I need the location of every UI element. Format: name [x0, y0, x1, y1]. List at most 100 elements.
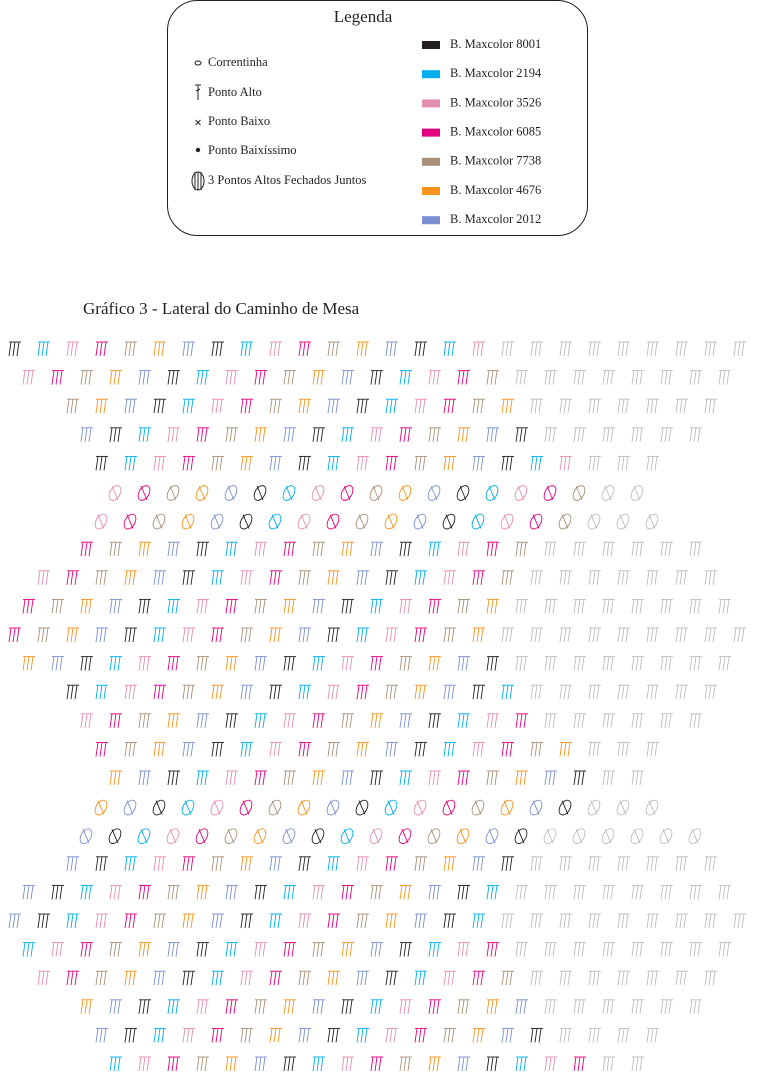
- post: [505, 971, 509, 986]
- post: [407, 770, 411, 786]
- cluster: [369, 485, 383, 501]
- post: [457, 942, 461, 957]
- post: [99, 856, 103, 871]
- cluster-post: [604, 485, 612, 501]
- stitch-cluster: [733, 913, 746, 929]
- post: [693, 713, 697, 728]
- stitch-cluster: [588, 913, 601, 929]
- post: [689, 713, 693, 728]
- post: [153, 399, 157, 414]
- post: [457, 427, 461, 442]
- post: [233, 656, 237, 671]
- post: [273, 570, 277, 585]
- stitch-cluster: [37, 913, 50, 929]
- stitch-label: Ponto Alto: [208, 85, 262, 99]
- post: [211, 856, 215, 871]
- post: [254, 999, 258, 1014]
- post: [422, 742, 426, 757]
- post: [621, 341, 625, 357]
- post: [138, 942, 142, 957]
- stitch-cluster: [370, 598, 383, 614]
- stitch-cluster: [631, 541, 644, 557]
- post: [196, 885, 200, 900]
- post: [544, 542, 548, 557]
- stitch-cluster: [486, 656, 499, 671]
- post: [277, 1028, 281, 1043]
- post: [592, 742, 596, 757]
- dc-symbol: [195, 84, 201, 100]
- stitch-cluster: [414, 970, 427, 986]
- post: [356, 685, 360, 700]
- post: [486, 770, 490, 786]
- stitch-cluster: [601, 828, 615, 845]
- stitch-cluster: [530, 1027, 543, 1043]
- post: [219, 627, 223, 643]
- stitch-cluster: [95, 398, 108, 414]
- post: [679, 570, 683, 585]
- stitch-cluster: [240, 684, 253, 700]
- stitch-cluster: [109, 598, 122, 614]
- post: [548, 599, 552, 614]
- post: [356, 1028, 360, 1043]
- stitch-cluster: [8, 341, 21, 357]
- post: [117, 885, 121, 900]
- stitch-cluster: [269, 1027, 282, 1043]
- post: [142, 885, 146, 900]
- stitch-cluster: [515, 370, 528, 385]
- post: [606, 542, 610, 557]
- cluster-post: [590, 800, 598, 815]
- stitch-cluster: [95, 741, 108, 757]
- cluster-post: [474, 800, 482, 815]
- post: [465, 656, 469, 671]
- post: [683, 341, 687, 357]
- stitch-cluster: [66, 970, 79, 986]
- cluster-post: [517, 485, 525, 501]
- post: [428, 770, 432, 786]
- post: [422, 570, 426, 585]
- post: [501, 856, 505, 871]
- post: [544, 427, 548, 442]
- post: [161, 971, 165, 986]
- stitch-cluster: [138, 370, 151, 385]
- post: [370, 370, 374, 385]
- color-swatch: [422, 70, 440, 79]
- post: [472, 399, 476, 414]
- post: [480, 685, 484, 700]
- stitch-cluster: [733, 627, 746, 643]
- post: [132, 570, 136, 585]
- post: [349, 656, 353, 671]
- post: [726, 656, 730, 671]
- post: [708, 627, 712, 643]
- post: [190, 399, 194, 414]
- post: [175, 885, 179, 900]
- stitch-cluster: [631, 598, 644, 614]
- post: [258, 1056, 262, 1072]
- post: [650, 627, 654, 643]
- post: [646, 856, 650, 871]
- post: [175, 427, 179, 442]
- post: [225, 427, 229, 442]
- post: [581, 999, 585, 1014]
- cluster-post: [140, 485, 148, 501]
- cluster: [195, 828, 209, 845]
- post: [233, 542, 237, 557]
- post: [509, 971, 513, 986]
- post: [530, 856, 534, 871]
- post: [320, 999, 324, 1014]
- post: [494, 599, 498, 614]
- post: [30, 885, 34, 900]
- post: [349, 599, 353, 614]
- post: [258, 770, 262, 786]
- post: [84, 942, 88, 957]
- stitch-cluster: [80, 370, 93, 385]
- stitch-cluster: [124, 1027, 137, 1043]
- stitch-cluster: [399, 770, 412, 786]
- post: [476, 341, 480, 357]
- post: [219, 1028, 223, 1043]
- post: [490, 542, 494, 557]
- post: [200, 999, 204, 1014]
- post: [523, 427, 527, 442]
- post: [200, 656, 204, 671]
- post: [718, 370, 722, 385]
- stitch-cluster: [80, 656, 93, 671]
